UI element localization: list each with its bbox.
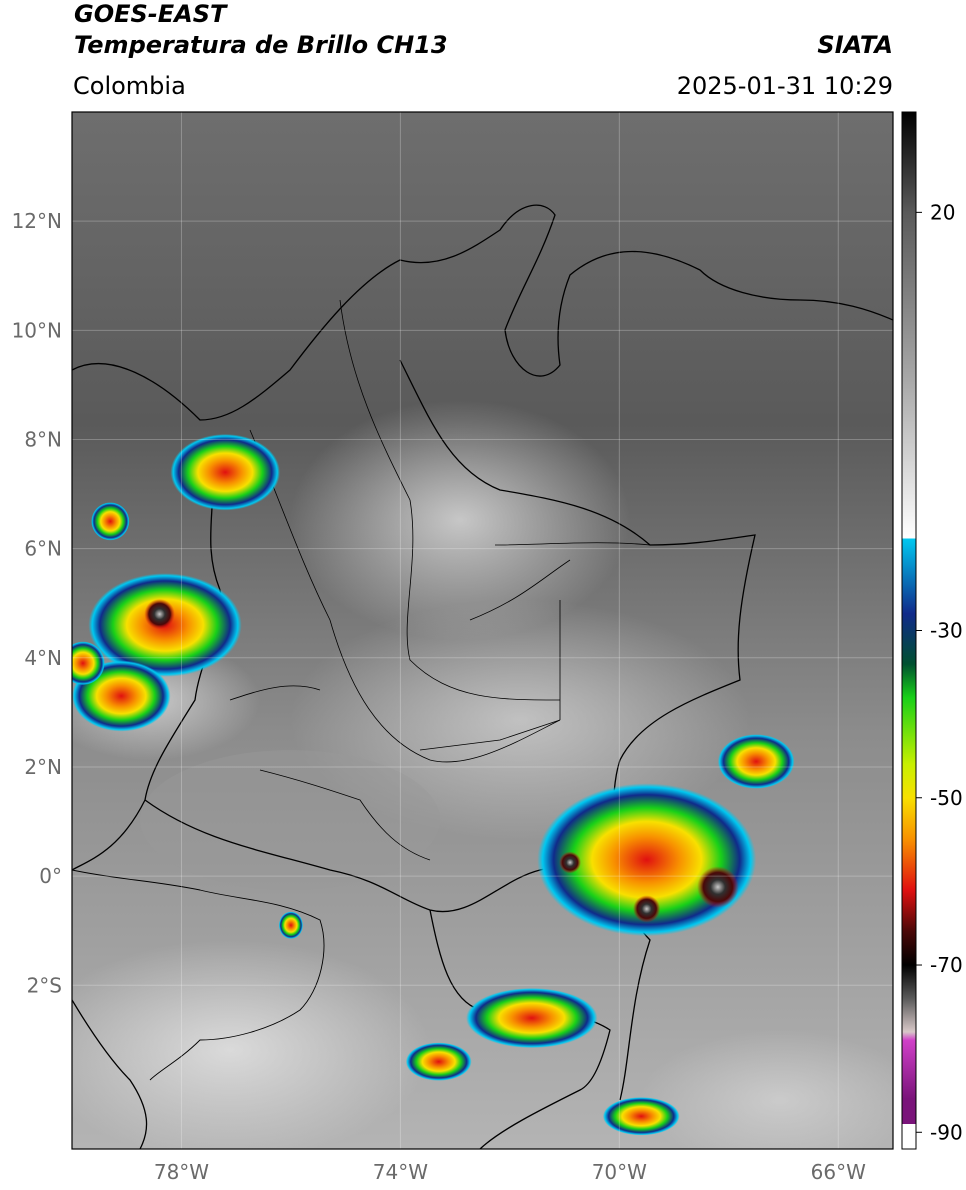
lon-tick-label: 74°W [373,1160,428,1184]
cloud-region [290,400,630,640]
colorbar-tick-label: 20 [930,200,955,224]
convective-cell [466,987,598,1049]
coastline [72,999,148,1149]
department-border [419,600,561,751]
convective-cell [602,1097,680,1136]
cloud-region [72,940,430,1149]
lat-tick-label: 2°N [24,755,62,779]
colorbar-tick-label: -30 [930,619,963,643]
convective-cell [170,434,280,511]
cold-core [633,895,661,923]
gridlines [72,112,893,1149]
department-border [469,542,651,621]
lon-tick-label: 66°W [811,1160,866,1184]
region-label: Colombia [73,72,186,100]
convective-cell [72,641,105,686]
lat-tick-label: 10°N [12,318,62,342]
coastline [72,204,893,421]
lon-tick-label: 70°W [592,1160,647,1184]
lat-tick-label: 4°N [24,646,62,670]
cold-core [697,866,739,908]
country-border [429,909,611,1149]
satellite-title: GOES-EAST [74,0,227,28]
lat-tick-label: 0° [39,864,62,888]
colorbar: 20 -30 -50 -70 -90 [901,111,963,1150]
country-border [72,869,325,1081]
convective-cell [717,734,795,789]
lon-tick-label: 78°W [154,1160,209,1184]
satellite-imagery [72,112,893,1149]
longitude-axis: 78°W 74°W 70°W 66°W [154,1160,866,1184]
cold-core [559,851,582,874]
convective-cell [405,1042,472,1081]
lat-tick-label: 12°N [12,209,62,233]
colorbar-tick-label: -50 [930,786,963,810]
cloud-region [640,1030,893,1149]
colorbar-ramp [901,111,917,1150]
latitude-axis: 12°N 10°N 8°N 6°N 4°N 2°N 0° 2°S [12,209,62,997]
department-border [229,685,431,861]
cold-core [144,598,175,630]
map-frame [71,111,894,1150]
timestamp-label: 2025-01-31 10:29 [676,72,893,100]
department-border [249,429,561,763]
product-title: Temperatura de Brillo CH13 [74,31,448,59]
department-border [339,299,561,701]
lat-tick-label: 2°S [27,973,62,997]
cold-cores-layer [144,598,739,923]
cloud-region [140,750,440,890]
convective-cell [278,911,303,939]
lat-tick-label: 6°N [24,537,62,561]
cloud-region [290,600,750,840]
coastline [72,449,222,871]
brand-label: SIATA [817,31,893,59]
colorbar-tick-label: -90 [930,1120,963,1144]
convective-cell [91,502,130,541]
lat-tick-label: 8°N [24,427,62,451]
colorbar-tick-label: -70 [930,953,963,977]
